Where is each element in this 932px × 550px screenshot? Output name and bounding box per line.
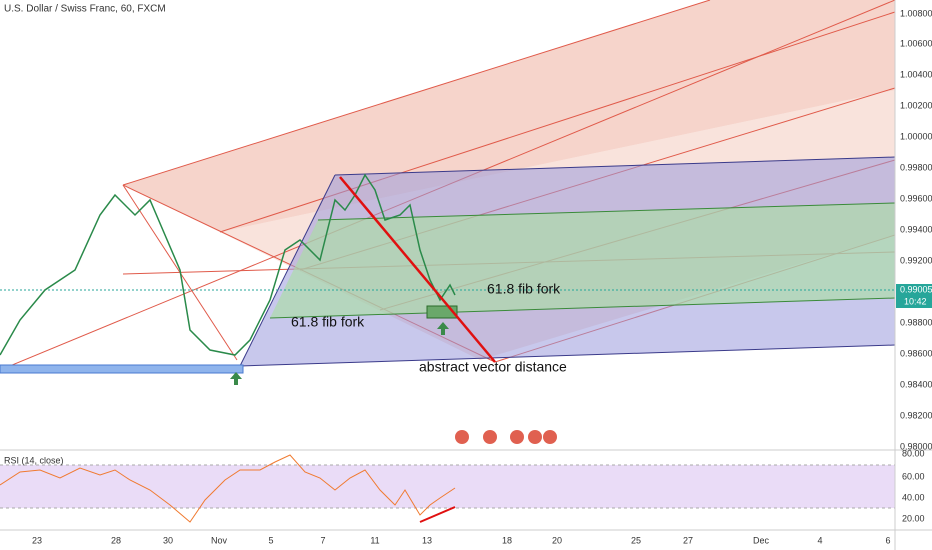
date-label: 5 — [268, 535, 273, 545]
arrow-up — [437, 322, 449, 335]
date-label: Nov — [211, 535, 228, 545]
price-label: 1.00600 — [900, 38, 932, 48]
price-label: 1.00000 — [900, 131, 932, 141]
annotation: abstract vector distance — [419, 359, 567, 375]
price-label: 1.00800 — [900, 8, 932, 18]
current-price: 0.99005 — [900, 284, 932, 294]
date-label: 7 — [320, 535, 325, 545]
support-zone — [0, 364, 244, 374]
price-label: 0.98800 — [900, 317, 932, 327]
price-label: 1.00200 — [900, 100, 932, 110]
date-label: 23 — [32, 535, 42, 545]
date-label: 27 — [683, 535, 693, 545]
chart-title: U.S. Dollar / Swiss Franc, 60, FXCM — [4, 4, 166, 15]
annotation: 61.8 fib fork — [487, 281, 561, 297]
rsi-label: 40.00 — [902, 492, 925, 502]
price-label: 0.99600 — [900, 193, 932, 203]
green-fork-lines — [269, 202, 896, 319]
date-label: 13 — [422, 535, 432, 545]
date-label: 25 — [631, 535, 641, 545]
date-label: 20 — [552, 535, 562, 545]
rsi-title: RSI (14, close) — [4, 455, 64, 465]
date-label: 6 — [885, 535, 890, 545]
blue-fork-lines — [239, 156, 896, 367]
green-fork-area — [270, 203, 895, 318]
rsi-band — [0, 465, 895, 508]
countdown: 10:42 — [904, 296, 927, 306]
price-label: 0.98400 — [900, 379, 932, 389]
price-label: 0.98600 — [900, 348, 932, 358]
date-label: Dec — [753, 535, 770, 545]
rsi-label: 20.00 — [902, 513, 925, 523]
red-fork-area — [123, 0, 895, 232]
price-label: 0.99200 — [900, 255, 932, 265]
date-label: 11 — [370, 535, 379, 545]
divergence-line — [419, 506, 456, 523]
rsi-line — [0, 454, 456, 523]
date-label: 4 — [817, 535, 822, 545]
current-price-tag — [896, 284, 932, 308]
rsi-label: 80.00 — [902, 448, 925, 458]
arrow-up — [230, 372, 242, 385]
date-label: 28 — [111, 535, 121, 545]
date-label: 18 — [502, 535, 512, 545]
price-label: 0.99800 — [900, 162, 932, 172]
price-label: 0.99400 — [900, 224, 932, 234]
price-label: 0.98000 — [900, 441, 932, 451]
price-label: 1.00400 — [900, 69, 932, 79]
rsi-label: 60.00 — [902, 471, 925, 481]
event-icons — [455, 430, 557, 444]
price-label: 0.98200 — [900, 410, 932, 420]
vector-line — [339, 176, 496, 363]
date-label: 30 — [163, 535, 173, 545]
price-path — [0, 173, 456, 356]
annotation: 61.8 fib fork — [291, 314, 365, 330]
